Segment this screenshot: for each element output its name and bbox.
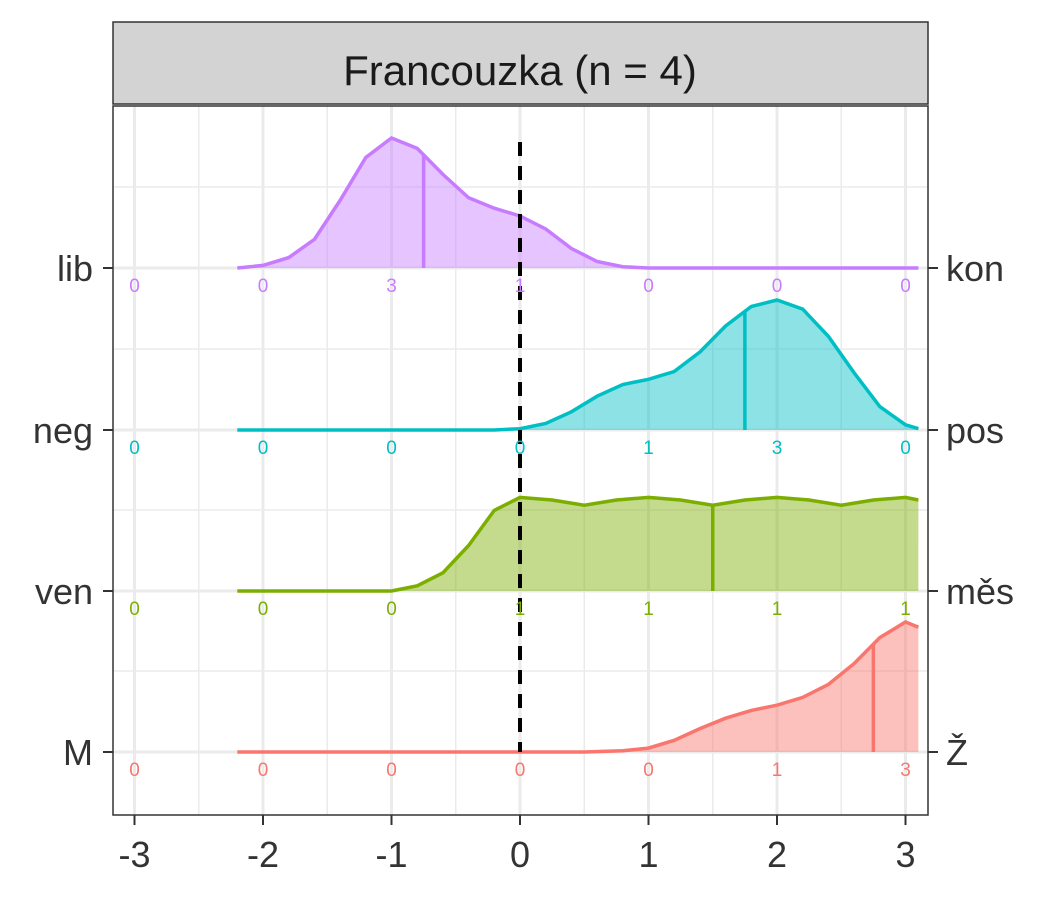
density-fill [237,497,919,591]
density-line [237,136,919,270]
count-label: 1 [515,276,526,297]
x-tick-label: -2 [247,834,279,875]
x-tick-label: 3 [895,834,915,875]
count-label: 0 [643,760,654,781]
count-label: 0 [643,276,654,297]
count-label: 3 [772,438,783,459]
facet-strip [112,21,929,105]
facet-title: Francouzka (n = 4) [343,47,697,94]
x-tick-label: 1 [638,834,658,875]
count-label: 0 [386,760,397,781]
density-line [237,620,920,754]
count-labels: 0 0 3 1 0 0 0 0 0 0 0 1 3 0 0 0 0 1 1 1 1 0 0 0 0 0 1 3 [129,276,911,781]
count-label: 0 [258,760,269,781]
count-label: 0 [258,438,269,459]
count-label: 0 [386,599,397,620]
count-label: 0 [129,599,140,620]
y-label-right: pos [946,410,1004,451]
x-tick-label: 2 [767,834,787,875]
density-line [237,298,919,432]
y-label-left: neg [33,410,93,451]
count-label: 1 [772,760,783,781]
density-line [237,495,919,593]
count-label: 0 [900,276,911,297]
count-label: 0 [772,276,783,297]
x-axis: -3 -2 -1 0 1 2 3 [118,815,916,875]
count-label: 1 [643,438,654,459]
count-label: 0 [515,760,526,781]
count-label: 0 [129,276,140,297]
y-label-left: ven [35,571,93,612]
count-label: 0 [258,276,269,297]
count-label: 1 [515,599,526,620]
x-tick-label: 0 [510,834,530,875]
count-label: 0 [129,438,140,459]
y-label-left: M [63,732,93,773]
count-label: 1 [900,599,911,620]
density-fill [237,300,919,430]
x-tick-label: -3 [118,834,150,875]
density-fill [237,138,919,268]
count-label: 0 [129,760,140,781]
y-axis-right: kon pos měs Ž [928,248,1014,773]
y-label-right: kon [946,248,1004,289]
count-label: 0 [258,599,269,620]
count-label: 3 [900,760,911,781]
count-label: 0 [900,438,911,459]
count-label: 1 [772,599,783,620]
ridges [237,136,920,754]
count-label: 3 [386,276,397,297]
count-label: 0 [386,438,397,459]
x-tick-label: -1 [375,834,407,875]
y-label-left: lib [57,248,93,289]
y-label-right: Ž [946,732,968,773]
count-label: 0 [515,438,526,459]
y-label-right: měs [946,571,1014,612]
count-label: 1 [643,599,654,620]
density-fill [237,622,919,752]
y-axis-left: lib neg ven M [33,248,113,773]
